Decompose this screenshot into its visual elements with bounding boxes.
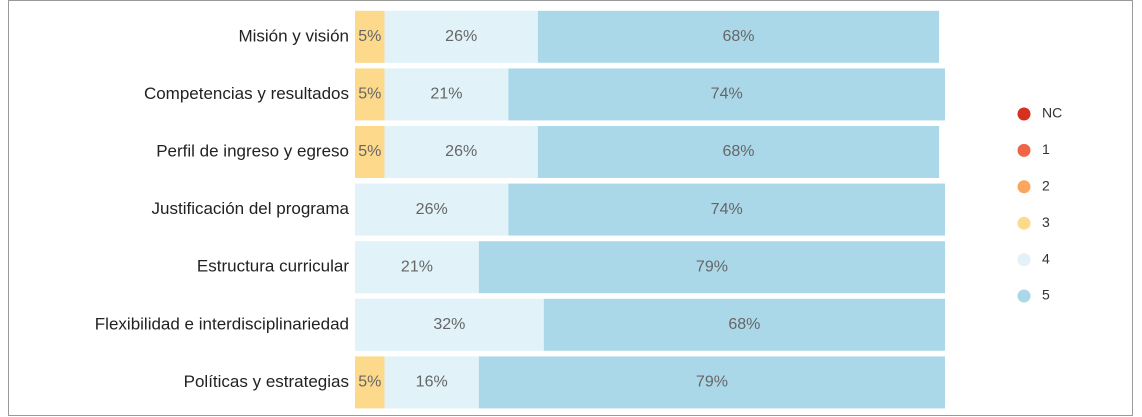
legend-marker [1017, 180, 1031, 194]
bar-segment [355, 241, 479, 294]
bar-segment [537, 126, 940, 178]
category-label: Justificación del programa [152, 199, 350, 218]
value-label: 68% [722, 143, 754, 160]
bar-segment [355, 68, 385, 121]
category-label: Políticas y estrategias [184, 372, 349, 391]
legend-label: 2 [1042, 178, 1050, 194]
value-label: 79% [696, 374, 728, 391]
value-label: 5% [358, 28, 381, 45]
legend-marker [1017, 289, 1031, 303]
bar-segment [384, 10, 538, 63]
category-label: Perfil de ingreso y egreso [156, 141, 349, 160]
legend-marker [1017, 216, 1031, 230]
value-label: 16% [416, 374, 448, 391]
bar-segment [355, 356, 385, 409]
value-label: 26% [445, 143, 477, 160]
legend-label: NC [1042, 105, 1062, 121]
value-label: 5% [358, 86, 381, 103]
bar-segment [384, 126, 538, 178]
bar-segment [478, 241, 945, 294]
legend-label: 4 [1042, 250, 1050, 266]
bar-segment [508, 68, 945, 121]
legend-label: 3 [1042, 214, 1050, 230]
value-label: 5% [358, 374, 381, 391]
value-label: 26% [445, 28, 477, 45]
bar-segment [384, 356, 479, 409]
legend-marker [1017, 143, 1031, 157]
bar-segment [543, 298, 945, 351]
bar-segment [355, 298, 544, 351]
value-label: 5% [358, 143, 381, 160]
value-label: 32% [433, 316, 465, 333]
category-label: Flexibilidad e interdisciplinariedad [95, 314, 349, 333]
value-label: 74% [711, 201, 743, 218]
value-label: 26% [416, 201, 448, 218]
value-label: 79% [696, 258, 728, 275]
value-label: 68% [728, 316, 760, 333]
legend-marker [1017, 107, 1031, 121]
value-label: 68% [722, 28, 754, 45]
bar-segment [355, 126, 385, 178]
legend-label: 1 [1042, 141, 1050, 157]
category-label: Misión y visión [238, 26, 349, 45]
bar-segment [508, 183, 945, 236]
category-label: Competencias y resultados [144, 84, 349, 103]
value-label: 21% [430, 86, 462, 103]
category-label: Estructura curricular [197, 257, 349, 276]
value-label: 74% [711, 86, 743, 103]
bar-segment [355, 10, 385, 63]
legend-label: 5 [1042, 287, 1050, 303]
value-label: 21% [401, 258, 433, 275]
bar-segment [384, 68, 509, 121]
bar-segment [478, 356, 945, 409]
legend-marker [1017, 253, 1031, 267]
bar-segment [355, 183, 509, 236]
bar-segment [537, 10, 940, 63]
